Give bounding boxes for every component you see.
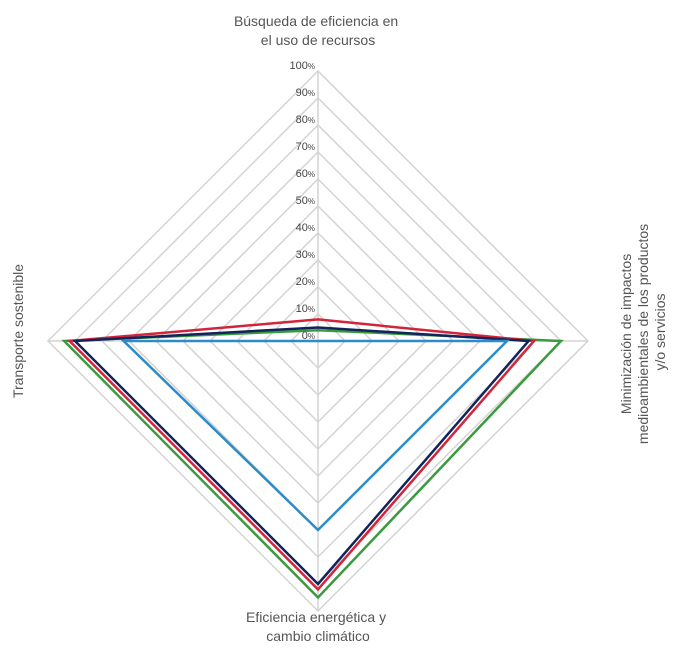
series-line <box>120 339 511 532</box>
radar-series <box>61 318 564 600</box>
tick-label: 90% <box>296 87 315 99</box>
series-line <box>61 328 564 600</box>
tick-label: 100% <box>290 60 315 72</box>
tick-label: 70% <box>296 141 315 153</box>
axis-label-left: Transporte sostenible <box>10 264 26 398</box>
tick-label: 10% <box>296 303 315 315</box>
axis-label-left-line-1: Transporte sostenible <box>10 264 26 398</box>
axis-label-bottom: Eficiencia energética y cambio climático <box>246 609 390 644</box>
tick-label: 60% <box>296 168 315 180</box>
tick-label: 40% <box>296 222 315 234</box>
axis-label-bottom-line-2: cambio climático <box>266 628 370 644</box>
axis-label-top-line-2: el uso de recursos <box>261 32 375 48</box>
axis-label-right-line-1: Minimización de impactos <box>618 254 634 414</box>
series-line <box>72 326 532 586</box>
tick-label: 80% <box>296 114 315 126</box>
axis-label-right-line-3: y/o servicios <box>652 293 668 370</box>
axis-label-right-line-2: medioambientales de los productos <box>635 224 651 444</box>
axis-label-top: Búsqueda de eficiencia en el uso de recu… <box>234 13 402 48</box>
axis-label-bottom-line-1: Eficiencia energética y <box>246 609 386 625</box>
series-line <box>66 318 537 592</box>
tick-label: 50% <box>296 195 315 207</box>
axis-label-top-line-1: Búsqueda de eficiencia en <box>234 13 398 29</box>
tick-label: 30% <box>296 249 315 261</box>
tick-label: 0% <box>302 330 315 342</box>
tick-label: 20% <box>296 276 315 288</box>
axis-label-right: Minimización de impactos medioambientale… <box>618 220 668 444</box>
radar-tick-labels: 0% 10% 20% 30% 40% 50% 60% 70% 80% 90% 100% <box>290 60 315 342</box>
